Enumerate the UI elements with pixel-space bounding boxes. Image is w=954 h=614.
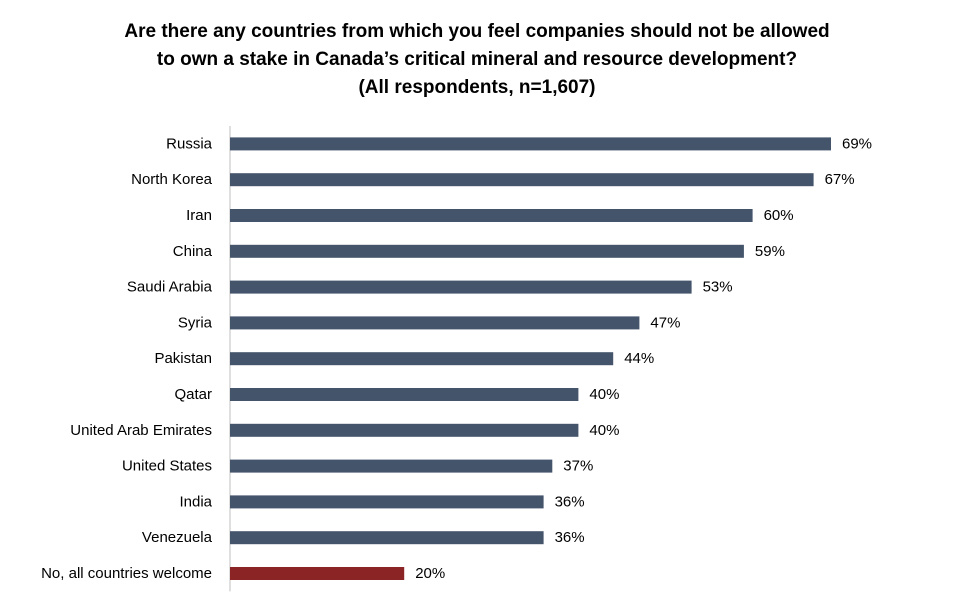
value-label: 53% (703, 279, 733, 296)
value-label: 20% (415, 565, 445, 582)
category-label: Russia (166, 135, 213, 152)
value-label: 67% (825, 171, 855, 188)
category-label: United Arab Emirates (70, 422, 212, 439)
category-label: Qatar (174, 386, 212, 403)
category-label: No, all countries welcome (41, 565, 212, 582)
category-label: United States (122, 458, 212, 475)
bar (230, 531, 544, 545)
value-label: 47% (650, 314, 680, 331)
value-label: 40% (589, 386, 619, 403)
category-label: India (179, 493, 212, 510)
bar (230, 388, 579, 401)
value-label: 40% (589, 422, 619, 439)
bar (230, 173, 814, 187)
bar (230, 352, 614, 366)
category-label: North Korea (131, 171, 213, 188)
value-label: 60% (764, 207, 794, 224)
value-label: 36% (555, 529, 585, 546)
bar (230, 459, 553, 473)
chart-title-line-1: Are there any countries from which you f… (124, 21, 830, 42)
bar (230, 280, 692, 294)
value-label: 69% (842, 135, 872, 152)
bar (230, 423, 579, 437)
bar (230, 137, 831, 151)
value-label: 59% (755, 243, 785, 260)
chart-title-line-3: (All respondents, n=1,607) (358, 77, 596, 98)
bar (230, 316, 640, 330)
category-label: Pakistan (154, 350, 212, 367)
bar (230, 567, 405, 580)
chart-title-line-2: to own a stake in Canada’s critical mine… (156, 49, 798, 70)
bar (230, 244, 744, 258)
value-label: 36% (555, 493, 585, 510)
category-label: Venezuela (142, 529, 213, 546)
value-label: 44% (624, 350, 654, 367)
category-label: Saudi Arabia (127, 279, 213, 296)
bar (230, 209, 753, 222)
bar (230, 495, 544, 509)
value-label: 37% (563, 458, 593, 475)
chart-title: Are there any countries from which you f… (0, 18, 954, 102)
category-label: China (173, 243, 213, 260)
category-label: Syria (178, 314, 213, 331)
category-label: Iran (186, 207, 212, 224)
